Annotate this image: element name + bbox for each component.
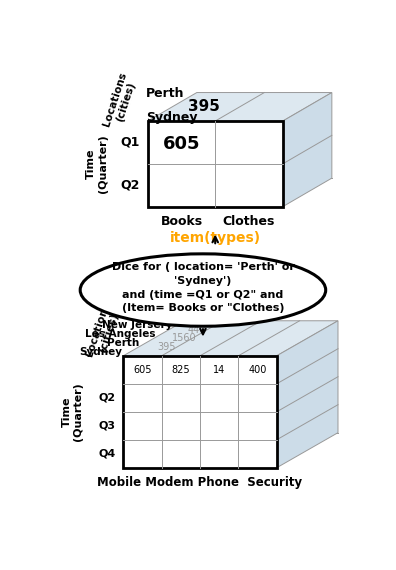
Text: 14: 14: [213, 365, 225, 375]
Ellipse shape: [80, 254, 326, 326]
Text: Sydney: Sydney: [80, 347, 122, 357]
Polygon shape: [148, 121, 283, 207]
Polygon shape: [283, 92, 332, 207]
Text: 825: 825: [171, 365, 190, 375]
Polygon shape: [276, 321, 338, 468]
Text: Sydney: Sydney: [146, 111, 198, 124]
Text: item(types): item(types): [169, 231, 261, 245]
Text: Perth: Perth: [146, 87, 185, 100]
Text: Q1: Q1: [121, 136, 140, 149]
Text: Q4: Q4: [98, 449, 116, 459]
Text: Time
(Quarter): Time (Quarter): [62, 382, 83, 441]
Text: Locations
(cities): Locations (cities): [101, 70, 139, 131]
Text: Perth: Perth: [107, 338, 139, 348]
Text: Books: Books: [160, 214, 202, 227]
Text: Dice for ( location= 'Perth' or
'Sydney')
and (time =Q1 or Q2" and
(Item= Books : Dice for ( location= 'Perth' or 'Sydney'…: [112, 262, 294, 314]
Text: Q3: Q3: [99, 421, 116, 431]
Text: 1560: 1560: [172, 333, 197, 343]
Polygon shape: [123, 321, 338, 356]
Text: Los Angeles: Los Angeles: [85, 329, 156, 339]
Text: 440: 440: [188, 324, 206, 335]
Text: 395: 395: [188, 99, 219, 115]
Text: Clothes: Clothes: [223, 214, 275, 227]
Text: 400: 400: [248, 365, 267, 375]
Text: New Jersery: New Jersery: [102, 320, 172, 330]
Text: Time
(Quarter): Time (Quarter): [86, 135, 108, 193]
Polygon shape: [148, 92, 332, 121]
Polygon shape: [123, 356, 276, 468]
Text: Mobile Modem Phone  Security: Mobile Modem Phone Security: [97, 476, 303, 488]
Text: 605: 605: [133, 365, 152, 375]
Text: 605: 605: [163, 135, 200, 153]
Text: Locations
(cities): Locations (cities): [84, 300, 122, 361]
Text: Q2: Q2: [121, 179, 140, 192]
Text: 395: 395: [157, 342, 175, 352]
Text: Q2: Q2: [98, 393, 116, 403]
